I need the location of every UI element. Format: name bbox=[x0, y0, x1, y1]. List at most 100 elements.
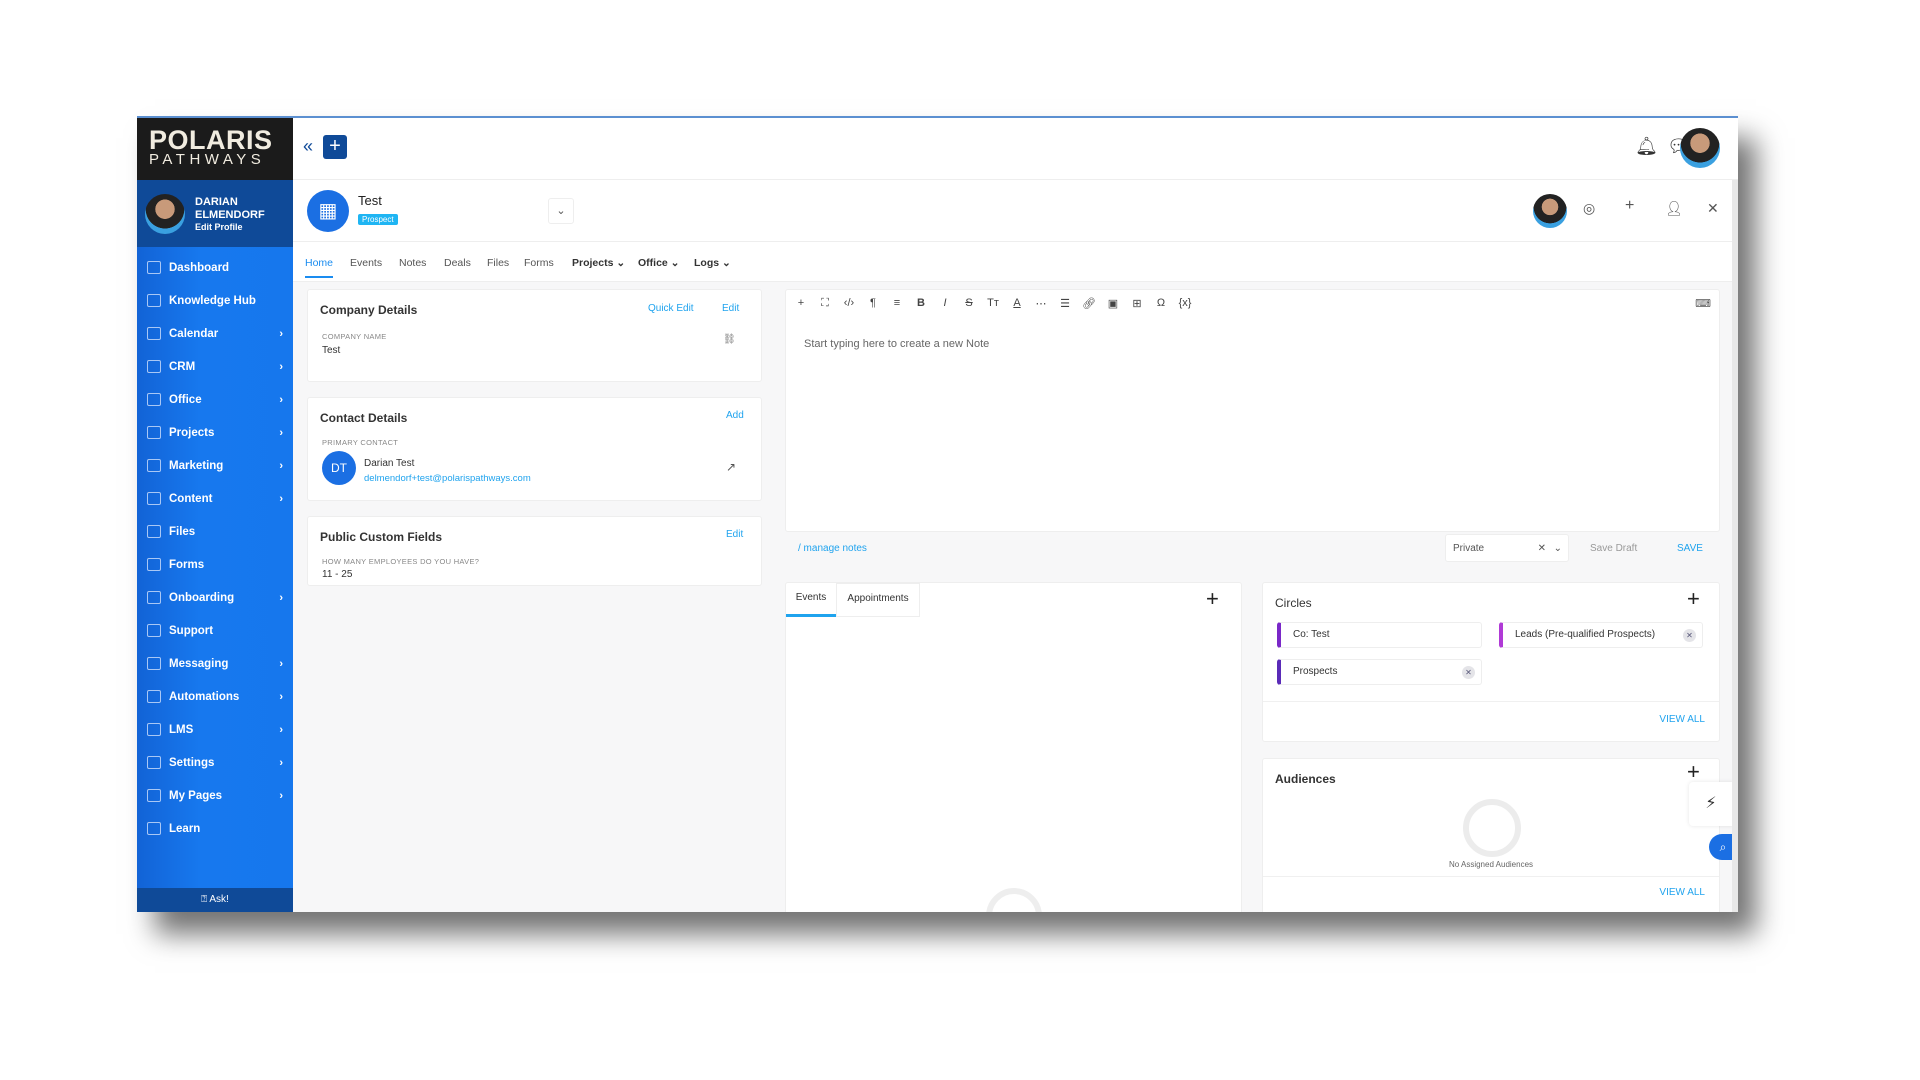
user-add-icon[interactable]: 👤︎ bbox=[1665, 200, 1683, 216]
link-icon[interactable]: ⛓ bbox=[723, 334, 736, 345]
contact-email-link[interactable]: delmendorf+test@polarispathways.com bbox=[364, 473, 531, 484]
tab-forms[interactable]: Forms bbox=[524, 257, 554, 269]
eye-icon[interactable]: ◎ bbox=[1583, 200, 1596, 216]
save-button[interactable]: SAVE bbox=[1677, 543, 1703, 554]
sidebar-item-automations[interactable]: Automations › bbox=[137, 680, 293, 713]
sidebar-item-crm[interactable]: CRM › bbox=[137, 350, 293, 383]
chevron-right-icon: › bbox=[279, 789, 283, 802]
chevron-right-icon: › bbox=[279, 723, 283, 736]
italic-icon[interactable]: I bbox=[943, 297, 947, 309]
add-circle-button[interactable]: + bbox=[1687, 586, 1700, 611]
tab-office[interactable]: Office ⌄ bbox=[638, 257, 680, 269]
clear-icon[interactable]: ✕ bbox=[1537, 543, 1546, 554]
align-icon[interactable]: ≡ bbox=[893, 297, 901, 309]
note-editor[interactable]: + ⛶ ‹/› ¶ ≡ B I S Tт A ⋯ ☰ 🔗︎ ▣ ⊞ Ω {x} ⌨ Start typing h… bbox=[785, 289, 1720, 532]
sidebar-item-forms[interactable]: Forms bbox=[137, 548, 293, 581]
sidebar-item-support[interactable]: Support bbox=[137, 614, 293, 647]
user-avatar[interactable] bbox=[1680, 128, 1720, 168]
code-icon[interactable]: ‹/› bbox=[843, 297, 855, 309]
remove-icon[interactable]: ✕ bbox=[1462, 666, 1475, 679]
edit-company-link[interactable]: Edit bbox=[722, 303, 740, 314]
text-size-icon[interactable]: Tт bbox=[987, 297, 999, 309]
sidebar-item-office[interactable]: Office › bbox=[137, 383, 293, 416]
plus-icon[interactable]: + bbox=[1625, 197, 1635, 214]
scrollbar[interactable] bbox=[1732, 180, 1738, 912]
lightning-icon[interactable]: ⚡︎ bbox=[1689, 782, 1733, 826]
text-color-icon[interactable]: A bbox=[1013, 297, 1021, 309]
sidebar-item-settings[interactable]: Settings › bbox=[137, 746, 293, 779]
bell-icon[interactable]: 🔔︎ bbox=[1635, 136, 1658, 156]
ask-button[interactable]: ⍰ Ask! bbox=[137, 888, 293, 912]
my-pages-icon bbox=[147, 789, 161, 802]
sidebar-item-lms[interactable]: LMS › bbox=[137, 713, 293, 746]
knowledge-hub-icon bbox=[147, 294, 161, 307]
tab-logs[interactable]: Logs ⌄ bbox=[694, 257, 731, 269]
variable-icon[interactable]: {x} bbox=[1178, 297, 1192, 309]
create-button[interactable]: + bbox=[323, 135, 347, 159]
chevron-right-icon: › bbox=[279, 459, 283, 472]
sidebar-item-knowledge-hub[interactable]: Knowledge Hub bbox=[137, 284, 293, 317]
status-badge: Prospect bbox=[358, 214, 398, 225]
tab-notes[interactable]: Notes bbox=[399, 257, 427, 269]
keyboard-icon[interactable]: ⌨ bbox=[1695, 298, 1711, 310]
add-contact-link[interactable]: Add bbox=[726, 410, 744, 421]
circles-view-all-link[interactable]: VIEW ALL bbox=[1659, 714, 1705, 725]
strikethrough-icon[interactable]: S bbox=[965, 297, 973, 309]
add-event-button[interactable]: + bbox=[1206, 586, 1219, 611]
circle-chip[interactable]: Co: Test bbox=[1277, 622, 1482, 648]
tab-events-list[interactable]: Events bbox=[786, 583, 836, 617]
list-icon[interactable]: ☰ bbox=[1060, 298, 1070, 310]
audiences-view-all-link[interactable]: VIEW ALL bbox=[1659, 887, 1705, 898]
tab-appointments[interactable]: Appointments bbox=[836, 583, 920, 617]
user-profile[interactable]: DARIAN ELMENDORF Edit Profile bbox=[137, 180, 293, 247]
fullscreen-icon[interactable]: ⛶ bbox=[821, 297, 829, 309]
circle-chip[interactable]: Leads (Pre-qualified Prospects) ✕ bbox=[1499, 622, 1703, 648]
onboarding-icon bbox=[147, 591, 161, 604]
sidebar-item-projects[interactable]: Projects › bbox=[137, 416, 293, 449]
plus-icon[interactable]: + bbox=[797, 297, 805, 309]
sidebar-item-marketing[interactable]: Marketing › bbox=[137, 449, 293, 482]
save-draft-button[interactable]: Save Draft bbox=[1590, 543, 1638, 554]
more-icon[interactable]: ⋯ bbox=[1035, 298, 1047, 310]
table-icon[interactable]: ⊞ bbox=[1132, 298, 1142, 310]
tab-projects[interactable]: Projects ⌄ bbox=[572, 257, 626, 269]
contact-avatar: DT bbox=[322, 451, 356, 485]
special-char-icon[interactable]: Ω bbox=[1156, 297, 1166, 309]
note-input[interactable]: Start typing here to create a new Note bbox=[804, 338, 990, 350]
add-audience-button[interactable]: + bbox=[1687, 759, 1700, 784]
sidebar-item-onboarding[interactable]: Onboarding › bbox=[137, 581, 293, 614]
sidebar-item-files[interactable]: Files bbox=[137, 515, 293, 548]
tab-events[interactable]: Events bbox=[350, 257, 383, 269]
close-icon[interactable]: ✕ bbox=[1707, 200, 1719, 216]
collapse-sidebar-icon[interactable]: « bbox=[303, 136, 314, 156]
sidebar: POLARIS PATHWAYS DARIAN ELMENDORF Edit Prof… bbox=[137, 118, 293, 912]
bold-icon[interactable]: B bbox=[917, 297, 925, 309]
link-icon[interactable]: 🔗︎ bbox=[1082, 298, 1096, 310]
sidebar-item-content[interactable]: Content › bbox=[137, 482, 293, 515]
sidebar-item-my-pages[interactable]: My Pages › bbox=[137, 779, 293, 812]
marketing-icon bbox=[147, 459, 161, 472]
loading-spinner bbox=[986, 888, 1042, 912]
sidebar-item-learn[interactable]: Learn bbox=[137, 812, 293, 845]
visibility-select[interactable]: Private ✕ ⌄ bbox=[1445, 534, 1569, 562]
owner-avatar[interactable] bbox=[1533, 194, 1567, 228]
calendar-icon bbox=[147, 327, 161, 340]
paragraph-icon[interactable]: ¶ bbox=[870, 297, 876, 309]
tab-files[interactable]: Files bbox=[487, 257, 510, 269]
manage-notes-link[interactable]: / manage notes bbox=[798, 543, 867, 554]
edit-custom-fields-link[interactable]: Edit bbox=[726, 529, 744, 540]
record-header: ▦ Test Prospect ⌄ ◎ + 👤︎ ✕ bbox=[293, 180, 1732, 242]
sidebar-item-dashboard[interactable]: Dashboard bbox=[137, 251, 293, 284]
quick-edit-link[interactable]: Quick Edit bbox=[648, 303, 694, 314]
sidebar-item-calendar[interactable]: Calendar › bbox=[137, 317, 293, 350]
logo[interactable]: POLARIS PATHWAYS bbox=[137, 118, 293, 180]
circle-chip[interactable]: Prospects ✕ bbox=[1277, 659, 1482, 685]
edit-profile-link[interactable]: Edit Profile bbox=[195, 221, 243, 232]
sidebar-item-messaging[interactable]: Messaging › bbox=[137, 647, 293, 680]
external-link-icon[interactable]: ↗ bbox=[726, 460, 737, 474]
tab-deals[interactable]: Deals bbox=[444, 257, 471, 269]
record-dropdown[interactable]: ⌄ bbox=[548, 198, 574, 224]
remove-icon[interactable]: ✕ bbox=[1683, 629, 1696, 642]
image-icon[interactable]: ▣ bbox=[1107, 298, 1119, 310]
tab-home[interactable]: Home bbox=[305, 257, 334, 278]
